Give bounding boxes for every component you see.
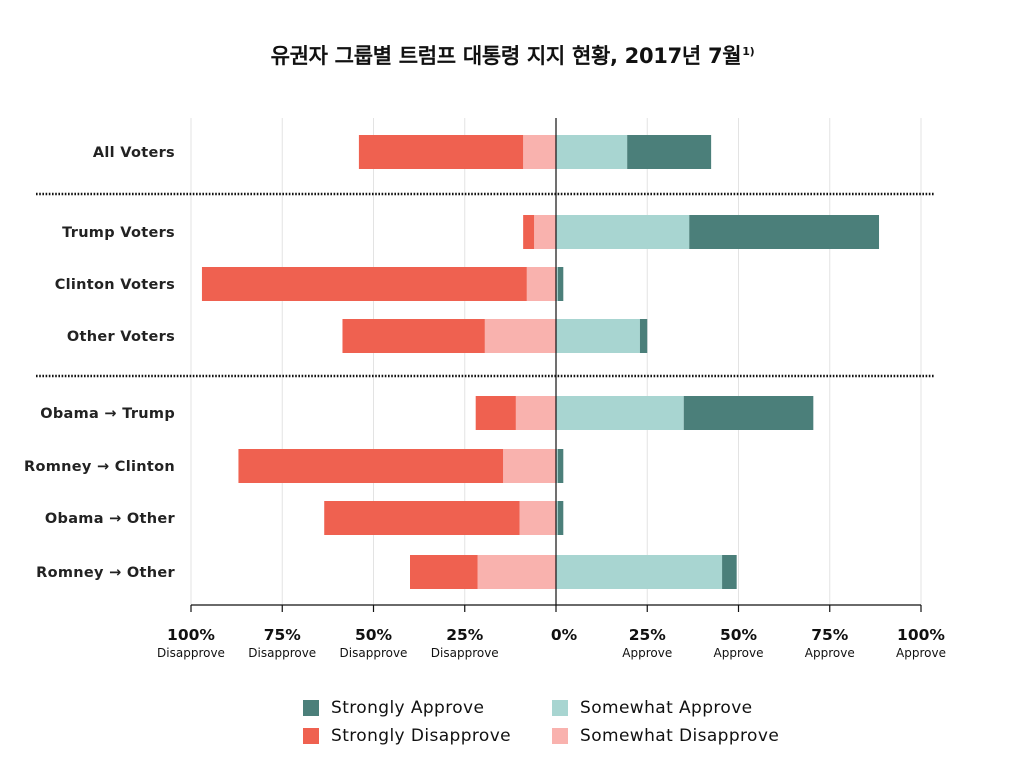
x-tick-sublabel: Approve — [714, 646, 764, 660]
legend-label-strongly-disapprove: Strongly Disapprove — [331, 726, 512, 746]
x-tick-sublabel: Disapprove — [340, 646, 408, 660]
x-tick-label: 0% — [551, 626, 578, 644]
bar-somewhat-disapprove — [519, 501, 556, 535]
bar-strongly-approve — [557, 449, 564, 483]
legend-swatch-strongly-approve — [303, 700, 319, 716]
title-footnote-marker: 1) — [742, 45, 755, 58]
legend-label-strongly-approve: Strongly Approve — [331, 698, 485, 718]
legend-swatch-strongly-disapprove — [303, 728, 319, 744]
bar-strongly-disapprove — [358, 135, 524, 169]
x-tick-label: 50% — [355, 626, 393, 644]
x-tick-sublabel: Disapprove — [157, 646, 225, 660]
bar-strongly-disapprove — [410, 555, 478, 589]
x-tick-sublabel: Disapprove — [248, 646, 316, 660]
bar-somewhat-approve — [556, 267, 558, 301]
x-tick-label: 100% — [897, 626, 945, 644]
legend-item-strongly-disapprove: Strongly Disapprove — [303, 726, 511, 746]
x-tick-label: 50% — [720, 626, 758, 644]
legend-label-somewhat-approve: Somewhat Approve — [580, 698, 753, 718]
bar-somewhat-disapprove — [503, 449, 556, 483]
bar-strongly-approve — [627, 135, 712, 169]
bar-strongly-disapprove — [201, 267, 527, 301]
x-tick-label: 25% — [446, 626, 484, 644]
x-tick-sublabel: Approve — [896, 646, 946, 660]
x-tick-label: 75% — [264, 626, 302, 644]
bar-strongly-disapprove — [238, 449, 504, 483]
bar-strongly-disapprove — [475, 396, 516, 430]
row-label: Clinton Voters — [55, 277, 175, 293]
bar-strongly-disapprove — [342, 319, 485, 353]
x-tick-label: 100% — [167, 626, 215, 644]
bar-somewhat-approve — [556, 135, 628, 169]
bar-strongly-disapprove — [523, 215, 535, 249]
bar-somewhat-disapprove — [526, 267, 556, 301]
bar-strongly-approve — [639, 319, 648, 353]
x-tick-sublabel: Approve — [805, 646, 855, 660]
bar-somewhat-disapprove — [515, 396, 556, 430]
chart-title-text: 유권자 그룹별 트럼프 대통령 지지 현황, 2017년 7월 — [270, 44, 742, 68]
row-label: Obama → Trump — [40, 406, 175, 422]
legend-item-somewhat-disapprove: Somewhat Disapprove — [552, 726, 779, 746]
bar-strongly-approve — [557, 267, 564, 301]
chart-legend: Strongly Approve Strongly Disapprove Som… — [303, 698, 823, 758]
row-label: Romney → Other — [36, 565, 175, 581]
bar-somewhat-disapprove — [523, 135, 556, 169]
legend-label-somewhat-disapprove: Somewhat Disapprove — [580, 726, 780, 746]
row-label: Romney → Clinton — [24, 459, 175, 475]
bar-somewhat-approve — [556, 501, 558, 535]
x-tick-sublabel: Disapprove — [431, 646, 499, 660]
bar-somewhat-disapprove — [534, 215, 556, 249]
chart-title-container: 유권자 그룹별 트럼프 대통령 지지 현황, 2017년 7월1) — [0, 40, 1025, 70]
bar-strongly-approve — [689, 215, 880, 249]
bar-somewhat-approve — [556, 396, 684, 430]
row-label: Trump Voters — [62, 225, 175, 241]
legend-item-somewhat-approve: Somewhat Approve — [552, 698, 753, 718]
legend-swatch-somewhat-approve — [552, 700, 568, 716]
bar-somewhat-approve — [556, 449, 558, 483]
row-label: Other Voters — [67, 329, 175, 345]
bar-somewhat-disapprove — [477, 555, 556, 589]
bar-somewhat-approve — [556, 555, 723, 589]
x-tick-label: 75% — [811, 626, 849, 644]
diverging-bar-chart: All Voters Trump Voters Clinton Voters Othe… — [24, 118, 946, 660]
legend-swatch-somewhat-disapprove — [552, 728, 568, 744]
bar-strongly-disapprove — [324, 501, 520, 535]
bar-somewhat-approve — [556, 319, 640, 353]
bar-strongly-approve — [557, 501, 564, 535]
x-tick-label: 25% — [629, 626, 667, 644]
bar-strongly-approve — [683, 396, 814, 430]
bar-somewhat-disapprove — [484, 319, 556, 353]
bar-strongly-approve — [722, 555, 737, 589]
legend-item-strongly-approve: Strongly Approve — [303, 698, 484, 718]
bar-somewhat-approve — [556, 215, 690, 249]
chart-title: 유권자 그룹별 트럼프 대통령 지지 현황, 2017년 7월1) — [271, 44, 755, 68]
row-label: Obama → Other — [45, 511, 176, 527]
x-tick-sublabel: Approve — [622, 646, 672, 660]
row-label: All Voters — [93, 145, 175, 161]
